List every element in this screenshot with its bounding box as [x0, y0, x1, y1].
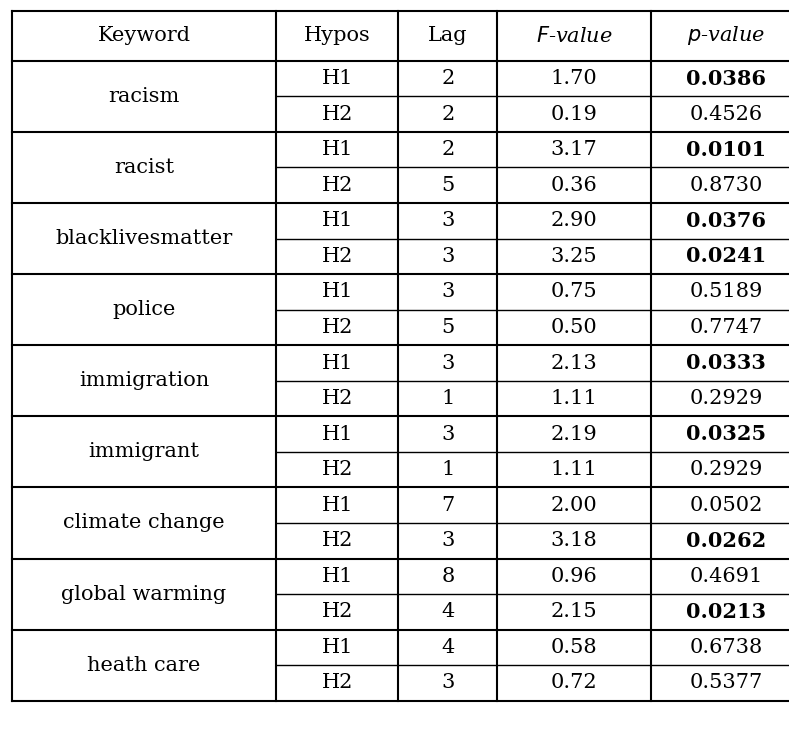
Text: 0.50: 0.50	[551, 318, 597, 337]
Text: 0.0386: 0.0386	[686, 69, 766, 89]
Text: 2: 2	[441, 140, 454, 159]
Text: $p$-value: $p$-value	[686, 24, 765, 48]
Text: climate change: climate change	[63, 514, 225, 532]
Text: 3: 3	[441, 211, 454, 230]
Text: 2.90: 2.90	[551, 211, 597, 230]
Text: 5: 5	[441, 176, 454, 195]
Text: 0.0101: 0.0101	[686, 140, 766, 160]
Text: 0.0376: 0.0376	[686, 211, 766, 231]
Text: 2: 2	[441, 69, 454, 88]
Text: H2: H2	[322, 389, 353, 408]
Text: 0.4691: 0.4691	[690, 567, 762, 586]
Text: H1: H1	[322, 353, 353, 372]
Text: 3.18: 3.18	[551, 531, 597, 550]
Text: 3: 3	[441, 531, 454, 550]
Text: 0.2929: 0.2929	[690, 389, 762, 408]
Text: H1: H1	[322, 69, 353, 88]
Text: 0.0333: 0.0333	[686, 353, 766, 373]
Text: 2.19: 2.19	[551, 424, 597, 443]
Text: H2: H2	[322, 247, 353, 266]
Text: racist: racist	[114, 158, 174, 177]
Text: 0.58: 0.58	[551, 638, 597, 657]
Text: immigrant: immigrant	[88, 443, 200, 461]
Text: H2: H2	[322, 460, 353, 479]
Text: H2: H2	[322, 674, 353, 693]
Text: 0.0213: 0.0213	[686, 602, 766, 622]
Text: H1: H1	[322, 496, 353, 515]
Text: 3: 3	[441, 424, 454, 443]
Text: police: police	[112, 301, 176, 319]
Text: 0.0262: 0.0262	[686, 531, 766, 550]
Text: H1: H1	[322, 567, 353, 586]
Text: 0.5189: 0.5189	[690, 282, 762, 301]
Text: global warming: global warming	[62, 585, 226, 603]
Text: 2.00: 2.00	[551, 496, 597, 515]
Text: H2: H2	[322, 105, 353, 124]
Text: 3.17: 3.17	[551, 140, 597, 159]
Text: heath care: heath care	[88, 656, 200, 674]
Text: 0.2929: 0.2929	[690, 460, 762, 479]
Text: H2: H2	[322, 603, 353, 622]
Text: 0.7747: 0.7747	[690, 318, 762, 337]
Text: 3: 3	[441, 282, 454, 301]
Text: Keyword: Keyword	[98, 26, 190, 45]
Text: 3.25: 3.25	[551, 247, 597, 266]
Text: 2: 2	[441, 105, 454, 124]
Text: H1: H1	[322, 424, 353, 443]
Text: 2.13: 2.13	[551, 353, 597, 372]
Text: 1: 1	[441, 460, 454, 479]
Text: 0.0325: 0.0325	[686, 424, 766, 444]
Text: 1.11: 1.11	[551, 460, 597, 479]
Text: 8: 8	[441, 567, 454, 586]
Text: 3: 3	[441, 247, 454, 266]
Text: H1: H1	[322, 638, 353, 657]
Text: H1: H1	[322, 140, 353, 159]
Text: 0.8730: 0.8730	[690, 176, 762, 195]
Text: $F$-value: $F$-value	[536, 26, 612, 46]
Text: H1: H1	[322, 282, 353, 301]
Text: 4: 4	[441, 603, 454, 622]
Text: 0.75: 0.75	[551, 282, 597, 301]
Text: 1: 1	[441, 389, 454, 408]
Text: 7: 7	[441, 496, 454, 515]
Text: 1.70: 1.70	[551, 69, 597, 88]
Text: 5: 5	[441, 318, 454, 337]
Text: 0.0241: 0.0241	[686, 246, 766, 266]
Text: Hypos: Hypos	[304, 26, 371, 45]
Text: H1: H1	[322, 211, 353, 230]
Text: 4: 4	[441, 638, 454, 657]
Text: 0.0502: 0.0502	[690, 496, 762, 515]
Text: 0.5377: 0.5377	[690, 674, 762, 693]
Text: 0.36: 0.36	[551, 176, 597, 195]
Text: H2: H2	[322, 176, 353, 195]
Text: Lag: Lag	[428, 26, 468, 45]
Text: 3: 3	[441, 353, 454, 372]
Text: blacklivesmatter: blacklivesmatter	[55, 229, 233, 248]
Text: 0.4526: 0.4526	[690, 105, 762, 124]
Text: H2: H2	[322, 318, 353, 337]
Text: racism: racism	[108, 87, 180, 106]
Text: 0.72: 0.72	[551, 674, 597, 693]
Text: 3: 3	[441, 674, 454, 693]
Text: H2: H2	[322, 531, 353, 550]
Text: immigration: immigration	[79, 372, 209, 390]
Text: 1.11: 1.11	[551, 389, 597, 408]
Text: 0.96: 0.96	[551, 567, 597, 586]
Text: 0.6738: 0.6738	[690, 638, 762, 657]
Text: 2.15: 2.15	[551, 603, 597, 622]
Text: 0.19: 0.19	[551, 105, 597, 124]
